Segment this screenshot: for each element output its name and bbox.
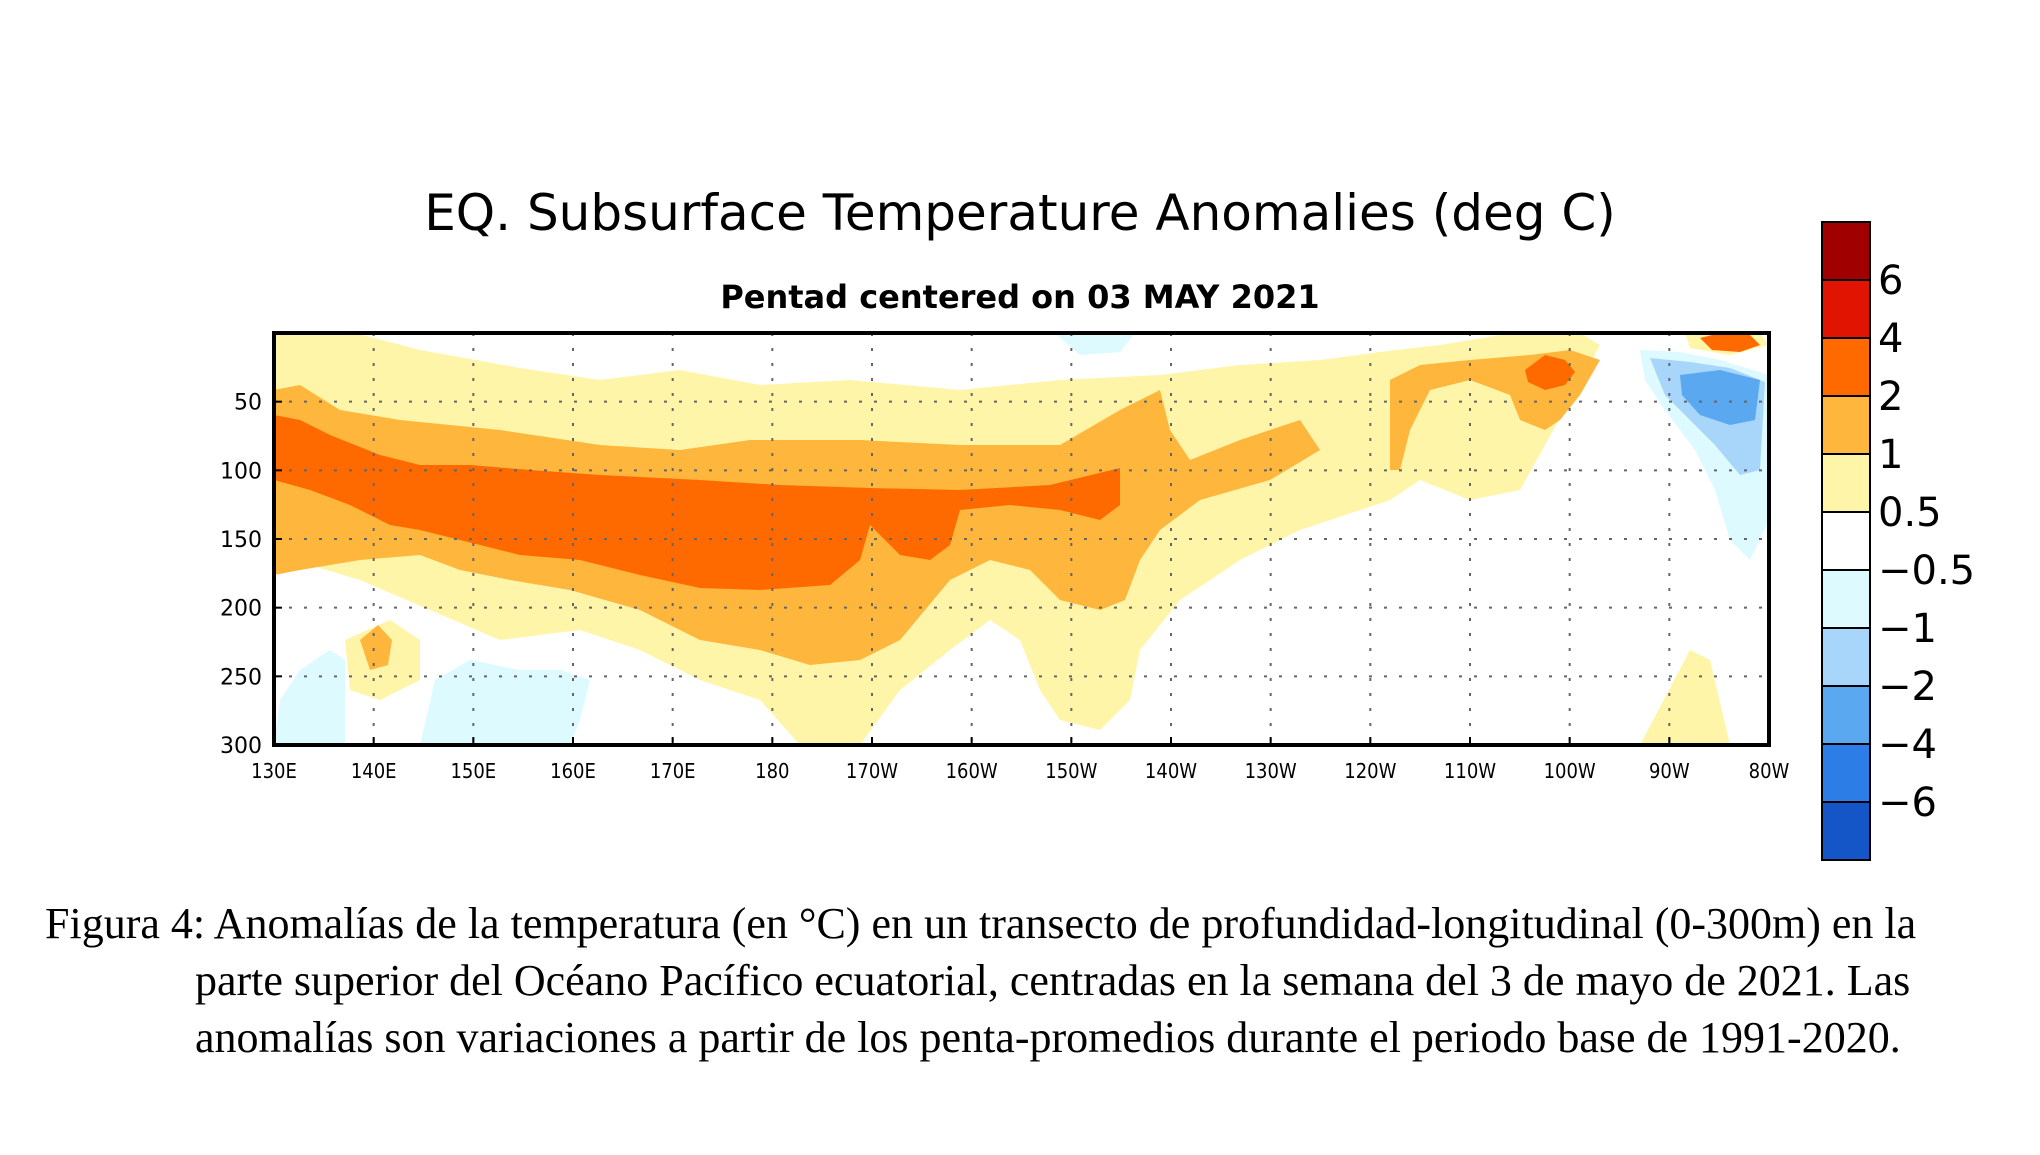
anomaly-contour-neg0.5-west-deep [274,650,345,745]
x-tick-label: 170W [846,759,898,783]
x-tick-label: 180 [755,759,789,783]
colorbar-swatch [1821,221,1871,281]
anomaly-contour-2-east [1525,355,1575,390]
colorbar-swatch [1821,395,1871,455]
x-tick-label: 130E [251,759,297,783]
y-tick-label: 250 [220,665,262,690]
anomaly-contour-neg0.5-top [1055,333,1135,355]
x-tick-label: 170E [650,759,696,783]
colorbar-swatch [1821,627,1871,687]
chart-subtitle: Pentad centered on 03 MAY 2021 [720,278,1319,316]
colorbar-swatch [1821,279,1871,339]
colorbar-swatch [1821,801,1871,861]
colorbar-label: 1 [1878,432,1903,478]
x-tick-label: 110W [1444,759,1496,783]
anomaly-contour-1-spot [360,625,392,670]
x-tick-label: 160W [946,759,998,783]
x-tick-label: 150E [450,759,496,783]
y-axis: 50 100 150 200 250 300 [220,391,282,759]
colorbar-label: −0.5 [1878,548,1975,594]
anomaly-contour-0.5-lower-right [1640,650,1730,745]
x-tick-label: 90W [1649,759,1690,783]
colorbar-label: 4 [1878,316,1903,362]
x-tick-label: 140W [1145,759,1197,783]
y-tick-label: 300 [220,734,262,759]
y-tick-label: 50 [234,391,262,416]
x-tick-label: 80W [1749,759,1790,783]
y-tick-label: 200 [220,597,262,622]
x-tick-label: 100W [1544,759,1596,783]
x-tick-label: 150W [1045,759,1097,783]
x-tick-label: 160E [550,759,596,783]
colorbar-label: 6 [1878,258,1903,304]
colorbar-swatch [1821,511,1871,571]
colorbar-swatch [1821,337,1871,397]
colorbar-label: 0.5 [1878,490,1942,536]
colorbar-label: −6 [1878,780,1937,826]
anomaly-contour-neg0.5-center-deep [420,660,590,745]
x-axis: 130E 140E 150E 160E 170E 180 170W 160W 150W 140W 1… [251,737,1790,783]
x-tick-label: 140E [351,759,397,783]
x-tick-label: 120W [1344,759,1396,783]
colorbar-swatch [1821,453,1871,513]
anomaly-contour-2-ne [1700,333,1760,352]
plot-area [274,333,1769,745]
colorbar-label: −4 [1878,722,1937,768]
colorbar: 6 4 2 1 0.5 −0.5 −1 −2 −4 −6 [1821,221,1975,861]
colorbar-label: −1 [1878,606,1937,652]
anomaly-contour-2-main [274,415,1120,590]
figure-caption: Figura 4: Anomalías de la temperatura (e… [45,899,1917,1062]
grid [274,333,1769,745]
colorbar-swatch [1821,569,1871,629]
y-tick-label: 100 [220,459,262,484]
colorbar-label: 2 [1878,374,1903,420]
y-tick-label: 150 [220,528,262,553]
colorbar-label: −2 [1878,664,1937,710]
chart-title: EQ. Subsurface Temperature Anomalies (de… [424,184,1616,242]
x-tick-label: 130W [1245,759,1297,783]
colorbar-swatch [1821,685,1871,745]
anomaly-contour-neg2-east [1680,370,1760,425]
colorbar-swatch [1821,743,1871,803]
